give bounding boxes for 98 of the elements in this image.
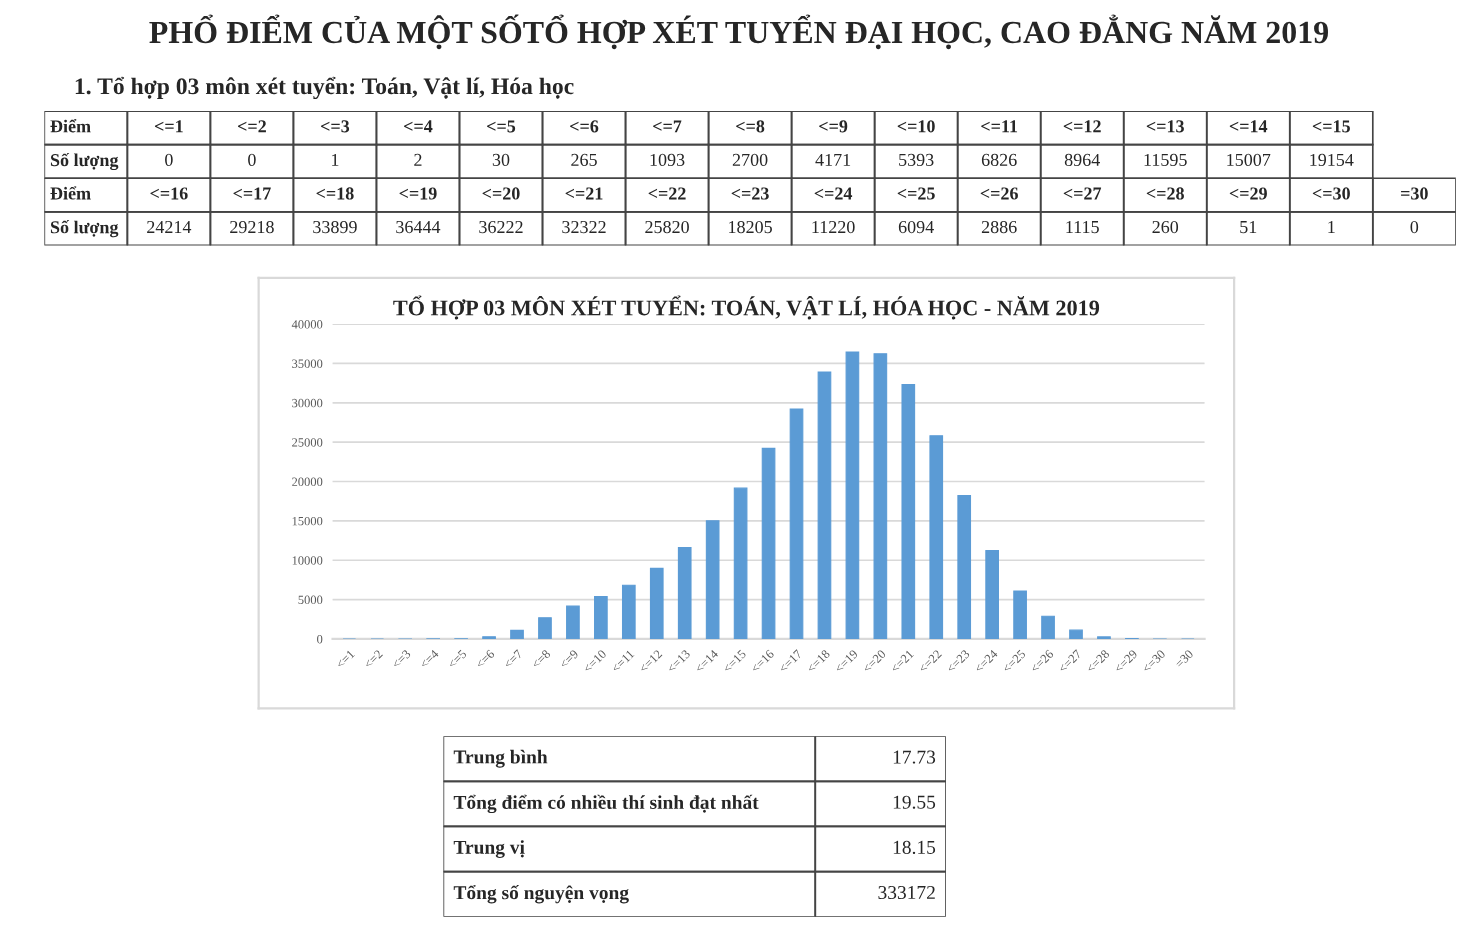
- category-label: <=13: [1146, 120, 1184, 133]
- text: Điểm: [50, 186, 91, 200]
- data-label: 2: [414, 153, 422, 166]
- bar: [873, 353, 888, 639]
- text: Số lượng: [50, 220, 119, 238]
- data-label: 0: [165, 153, 173, 166]
- data-label: 5393: [899, 153, 934, 166]
- data-label: 2886: [981, 220, 1017, 234]
- category-label: <=23: [731, 187, 769, 200]
- data-label: 6094: [898, 220, 934, 234]
- bar: [761, 447, 776, 639]
- chart-title: TỔ HỢP 03 MÔN XÉT TUYỂN: TOÁN, VẬT LÍ, HÓA HỌC - NĂM 2019: [393, 295, 1100, 320]
- data-label: 32322: [562, 220, 606, 234]
- text: 1. Tổ hợp 03 môn xét tuyển: Toán, Vật lí, Hóa học: [75, 76, 574, 100]
- text: Số lượng: [50, 152, 119, 171]
- category-label: <=6: [570, 120, 599, 133]
- category-label: <=11: [981, 120, 1018, 133]
- data-label: 29218: [230, 220, 274, 234]
- text: 19.55: [893, 795, 936, 809]
- data-label: 2700: [732, 153, 768, 166]
- bar: [538, 617, 552, 639]
- category-label: =30: [1401, 187, 1428, 200]
- data-label: 51: [1240, 221, 1257, 234]
- category-label: <=12: [1063, 120, 1101, 133]
- data-label: 1: [1328, 221, 1335, 233]
- data-label: 6826: [981, 153, 1017, 166]
- bar: [957, 495, 972, 639]
- text: Điểm: [50, 119, 91, 133]
- data-label: 11595: [1144, 153, 1187, 166]
- data-label: 0: [248, 153, 256, 166]
- text: Trung bình: [453, 749, 548, 768]
- category-label: <=9: [819, 120, 848, 133]
- bar: [621, 584, 636, 639]
- category-label: <=20: [482, 187, 520, 200]
- bar: [901, 383, 916, 639]
- category-label: <=28: [1146, 187, 1184, 200]
- bar: [733, 487, 748, 639]
- category-label: <=15: [1312, 120, 1350, 133]
- data-label: 260: [1152, 220, 1179, 234]
- text: Tổng điểm có nhiều thí sinh đạt nhất: [453, 794, 759, 814]
- text: PHỔ ĐIỂM CỦA MỘT SỐTỔ HỢP XÉT TUYỂN ĐẠI HỌC, CAO ĐẲNG NĂM 2019: [149, 14, 1328, 50]
- bar: [1041, 615, 1055, 639]
- category-label: <=17: [233, 187, 271, 200]
- category-label: <=1: [154, 120, 183, 133]
- data-label: 33899: [313, 220, 357, 234]
- data-label: 8964: [1064, 153, 1100, 166]
- bar: [594, 595, 608, 639]
- data-label: 18205: [729, 220, 772, 234]
- category-label: <=18: [316, 187, 354, 200]
- bar: [677, 547, 692, 639]
- category-label: <=5: [487, 120, 516, 133]
- data-label: 11220: [812, 220, 855, 234]
- data-label: 1093: [650, 153, 685, 166]
- data-label: 19154: [1310, 153, 1354, 166]
- text: 17.73: [893, 750, 936, 764]
- text: Trung vị: [453, 840, 525, 858]
- bar: [1013, 590, 1027, 639]
- data-label: 24214: [147, 220, 192, 233]
- data-label: 15007: [1227, 153, 1271, 166]
- data-label: 36222: [479, 220, 523, 234]
- data-label: 1115: [1066, 221, 1099, 234]
- category-label: <=19: [399, 187, 437, 200]
- data-label: 0: [1410, 220, 1419, 234]
- text: 18.15: [893, 840, 936, 854]
- bar: [649, 567, 664, 639]
- text: Tổng số nguyện vọng: [453, 884, 629, 904]
- category-label: <=7: [653, 120, 682, 133]
- bar: [985, 550, 999, 639]
- category-label: <=30: [1312, 187, 1350, 200]
- category-label: <=14: [1229, 120, 1268, 133]
- data-label: 265: [571, 153, 597, 166]
- category-label: <=22: [648, 187, 686, 200]
- category-label: <=26: [980, 187, 1018, 200]
- text: 333172: [878, 885, 935, 900]
- data-label: 25820: [645, 220, 689, 234]
- category-label: <=2: [238, 120, 266, 133]
- data-label: 4171: [815, 153, 851, 166]
- category-label: <=27: [1063, 187, 1102, 200]
- data-label: 36444: [396, 220, 441, 234]
- bar: [566, 605, 580, 639]
- category-label: <=29: [1229, 187, 1267, 200]
- bar: [1069, 629, 1083, 639]
- category-label: <=8: [736, 120, 765, 133]
- bar: [817, 371, 832, 639]
- data-label: 1: [332, 153, 339, 166]
- bar: [845, 351, 860, 639]
- bar: [510, 629, 524, 639]
- data-label: 30: [492, 153, 510, 166]
- category-label: <=16: [150, 187, 188, 200]
- bar: [929, 435, 944, 639]
- category-label: <=10: [897, 120, 935, 133]
- category-label: <=3: [321, 120, 350, 133]
- category-label: <=21: [565, 187, 603, 200]
- bar: [789, 408, 804, 639]
- bar: [705, 520, 720, 639]
- category-label: <=24: [814, 187, 853, 200]
- category-label: <=4: [404, 120, 433, 133]
- category-label: <=25: [897, 187, 935, 200]
